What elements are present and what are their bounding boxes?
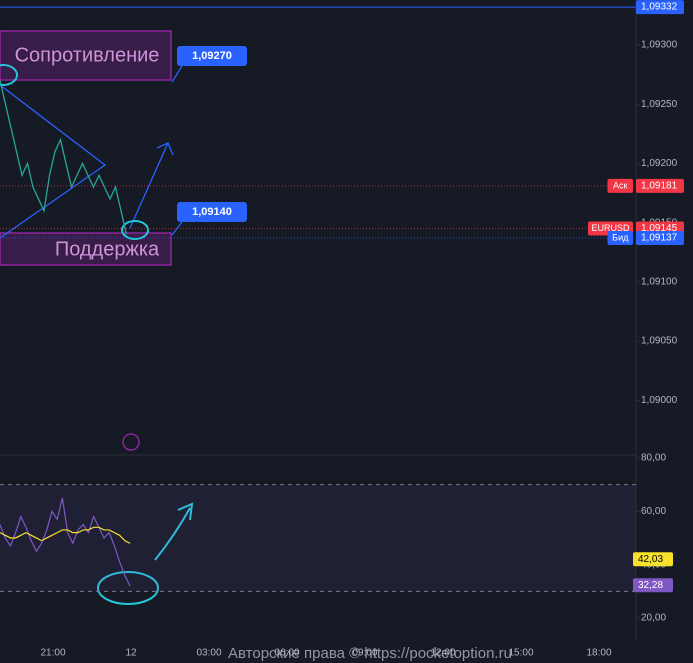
rsi-tag [633,552,673,567]
price-tag-label: 1,09332 [641,2,678,13]
rsi-band [0,484,636,592]
rsi-tag-label: 32,28 [638,580,663,591]
circle-mark [97,571,159,605]
resistance-label: Сопротивление [15,44,160,66]
price-tag-name-box [607,231,633,246]
rsi-tag-label: 42,03 [638,554,663,565]
circle-mark [0,64,18,86]
support-label: Поддержка [55,238,160,260]
time-tick-label: 03:00 [196,648,221,659]
rsi-tick-label: 20,00 [641,613,666,624]
callout-label: 1,09270 [192,50,232,62]
price-tag [636,231,684,246]
time-tick-label: 21:00 [40,648,65,659]
callout-box [177,46,247,66]
price-tag-label: 1,09181 [641,181,678,192]
price-tick-label: 1,09100 [641,276,678,287]
resistance-box [0,30,172,81]
time-tick-label: 12:00 [430,648,455,659]
alert-icon [122,433,140,451]
rsi-line [0,497,131,587]
time-tick-label: 18:00 [586,648,611,659]
callout-label: 1,09140 [192,206,232,218]
price-tag-name: EURUSD [591,223,630,233]
callout-leader [171,65,183,83]
price-tag-name: Бид [612,232,629,242]
time-tick-label: 15:00 [508,648,533,659]
price-tag-name: Аск [613,180,628,190]
price-tick-label: 1,09000 [641,395,678,406]
rsi-tag [633,578,673,593]
circle-mark [121,220,149,240]
time-tick-label: 06:00 [274,648,299,659]
price-line [0,80,128,235]
rsi-ma-line [0,526,131,544]
rsi-tick-label: 80,00 [641,453,666,464]
price-tag [636,178,684,193]
arrow-head [156,142,174,156]
watermark: Авторские права © https://pocketoption.r… [228,645,512,662]
time-tick-label: 12 [125,648,137,659]
price-tag-name-box [607,178,633,193]
price-tag [636,0,684,15]
price-tag-label: 1,09137 [641,233,678,244]
price-tag-label: 1,09145 [641,223,678,234]
price-tick-label: 1,09250 [641,99,678,110]
time-tick-label: 09:00 [352,648,377,659]
rsi-tick-label: 60,00 [641,506,666,517]
price-tick-label: 1,09050 [641,336,678,347]
price-tick-label: 1,09300 [641,40,678,51]
arrow [129,142,169,229]
price-tick-label: 1,09200 [641,158,678,169]
rsi-arrow [154,502,194,561]
triangle [0,84,107,239]
callout-box [177,202,247,222]
